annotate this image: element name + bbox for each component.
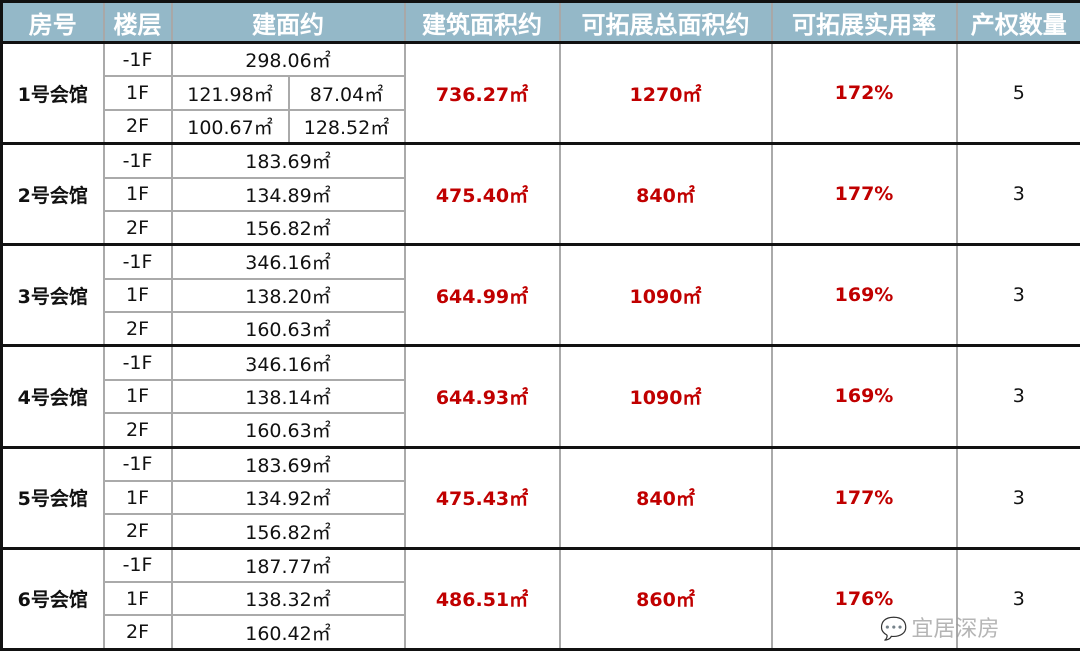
clubhouse-name: 3号会馆 [0,243,105,347]
floor-area: 87.04㎡ [287,75,406,111]
floor-label: -1F [102,142,173,179]
table-row: 1F 121.98㎡ 87.04㎡ [2,75,1080,111]
table-row: 6号会馆 -1F 187.77㎡ 486.51㎡ 860㎡ 176% 3 [0,546,1080,651]
floor-area: 121.98㎡ [170,75,290,111]
expand-rate: 176% [770,546,958,651]
floor-area: 100.67㎡ [170,108,290,145]
table-row: 2F 160.63㎡ [2,311,1080,347]
expand-area: 840㎡ [558,142,773,246]
expand-area: 860㎡ [558,546,773,651]
floor-label: 2F [102,412,173,449]
clubhouse-name: 6号会馆 [0,546,105,651]
title-count: 3 [955,445,1080,550]
floor-label: 1F [102,75,173,111]
floor-label: 2F [102,311,173,347]
table-row: 1F 138.32㎡ [2,581,1080,617]
floor-area: 160.42㎡ [170,614,406,651]
building-area: 644.93㎡ [403,344,561,449]
title-count: 3 [955,344,1080,449]
floor-area: 156.82㎡ [170,513,406,550]
floor-area: 128.52㎡ [287,108,406,145]
building-area: 486.51㎡ [403,546,561,651]
expand-area: 1090㎡ [558,344,773,449]
title-count: 3 [955,142,1080,246]
floor-label: 1F [102,479,173,516]
floor-label: 2F [102,108,173,145]
table-row: 2F 156.82㎡ [2,209,1080,246]
table-row: 2F 160.63㎡ [2,412,1080,449]
floor-label: 2F [102,209,173,246]
expand-area: 840㎡ [558,445,773,550]
table-row: 1号会馆 -1F 298.06㎡ 736.27㎡ 1270㎡ 172% 5 [0,40,1080,145]
building-area: 475.43㎡ [403,445,561,550]
building-area: 644.99㎡ [403,243,561,347]
header-expand-area: 可拓展总面积约 [558,0,773,44]
floor-area: 138.20㎡ [170,277,406,314]
building-area: 736.27㎡ [403,40,561,145]
table-row: 3号会馆 -1F 346.16㎡ 644.99㎡ 1090㎡ 169% 3 [0,243,1080,347]
floor-area: 138.32㎡ [170,581,406,617]
clubhouse-name: 2号会馆 [0,142,105,246]
floor-area: 346.16㎡ [170,344,406,381]
table-row: 1F 134.92㎡ [2,479,1080,516]
floor-area: 160.63㎡ [170,412,406,449]
expand-rate: 169% [770,344,958,449]
floor-area: 134.92㎡ [170,479,406,516]
table-row: 1F 138.20㎡ [2,277,1080,314]
header-floor: 楼层 [102,0,173,44]
floor-label: -1F [102,41,173,78]
expand-area: 1090㎡ [558,243,773,347]
floor-area: 183.69㎡ [170,445,406,482]
header-floor-area: 建面约 [170,0,406,44]
table-row: 4号会馆 -1F 346.16㎡ 644.93㎡ 1090㎡ 169% 3 [0,344,1080,449]
expand-rate: 177% [770,142,958,246]
expand-rate: 169% [770,243,958,347]
floor-label: 1F [102,277,173,314]
floor-area: 160.63㎡ [170,311,406,347]
header-row: 房号 楼层 建面约 建筑面积约 可拓展总面积约 可拓展实用率 产权数量 [0,0,1080,44]
title-count: 5 [955,40,1080,145]
table-row: 2F 156.82㎡ [2,513,1080,550]
title-count: 3 [955,243,1080,347]
floor-area: 187.77㎡ [170,546,406,584]
title-count: 3 [955,546,1080,651]
header-title-count: 产权数量 [955,0,1080,44]
expand-area: 1270㎡ [558,40,773,145]
expand-rate: 172% [770,40,958,145]
clubhouse-name: 4号会馆 [0,344,105,449]
clubhouse-name: 1号会馆 [0,40,105,145]
floor-label: -1F [102,243,173,280]
table-row: 5号会馆 -1F 183.69㎡ 475.43㎡ 840㎡ 177% 3 [0,445,1080,550]
floor-label: -1F [102,546,173,584]
floor-area: 346.16㎡ [170,243,406,280]
floor-area: 156.82㎡ [170,209,406,246]
table-row: 2F 160.42㎡ [2,614,1080,651]
header-building-area: 建筑面积约 [403,0,561,44]
table-row: 2号会馆 -1F 183.69㎡ 475.40㎡ 840㎡ 177% 3 [0,142,1080,246]
building-area: 475.40㎡ [403,142,561,246]
table-row: 1F 138.14㎡ [2,378,1080,415]
floor-label: 1F [102,176,173,212]
header-expand-rate: 可拓展实用率 [770,0,958,44]
table-row: 1F 134.89㎡ [2,176,1080,212]
floor-label: -1F [102,344,173,381]
floor-label: 2F [102,614,173,651]
floor-label: -1F [102,445,173,482]
expand-rate: 177% [770,445,958,550]
floor-label: 1F [102,581,173,617]
floor-area: 298.06㎡ [170,41,406,78]
floor-area: 138.14㎡ [170,378,406,415]
floor-area: 183.69㎡ [170,142,406,179]
table-row: 2F 100.67㎡ 128.52㎡ [2,108,1080,145]
floor-label: 2F [102,513,173,550]
clubhouse-name: 5号会馆 [0,445,105,550]
header-room: 房号 [0,0,105,44]
floor-label: 1F [102,378,173,415]
floor-area: 134.89㎡ [170,176,406,212]
